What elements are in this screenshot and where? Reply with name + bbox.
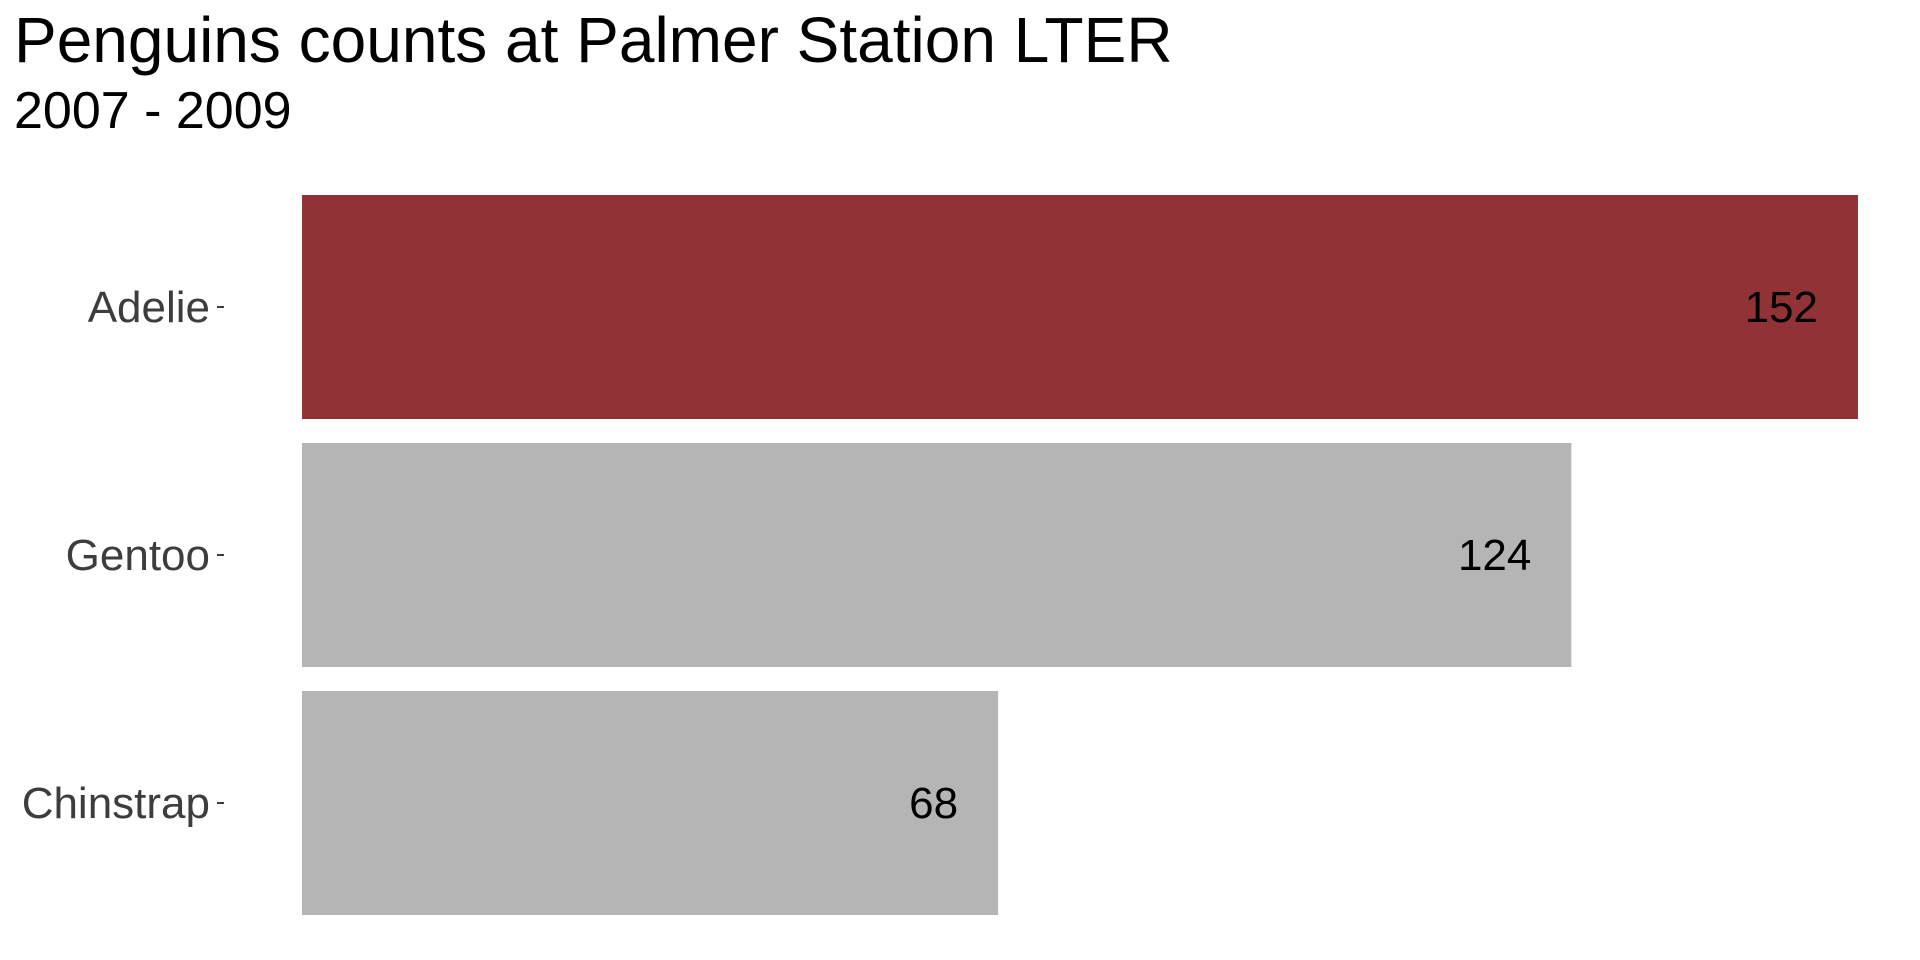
plot-area: 152 Adelie 124 Gentoo 68 Chinstrap (22, 195, 1858, 915)
bar-gentoo (302, 443, 1572, 667)
value-label-adelie: 152 (1745, 283, 1818, 332)
y-tick-label-chinstrap: Chinstrap (22, 779, 210, 828)
bar-chinstrap (302, 691, 999, 915)
y-tick-label-adelie: Adelie (88, 283, 210, 332)
value-label-gentoo: 124 (1458, 531, 1531, 580)
bar-adelie (302, 195, 1858, 419)
value-label-chinstrap: 68 (909, 779, 958, 828)
chart-subtitle: 2007 - 2009 (14, 82, 292, 140)
chart-title: Penguins counts at Palmer Station LTER (14, 4, 1173, 76)
y-tick-label-gentoo: Gentoo (66, 531, 210, 580)
